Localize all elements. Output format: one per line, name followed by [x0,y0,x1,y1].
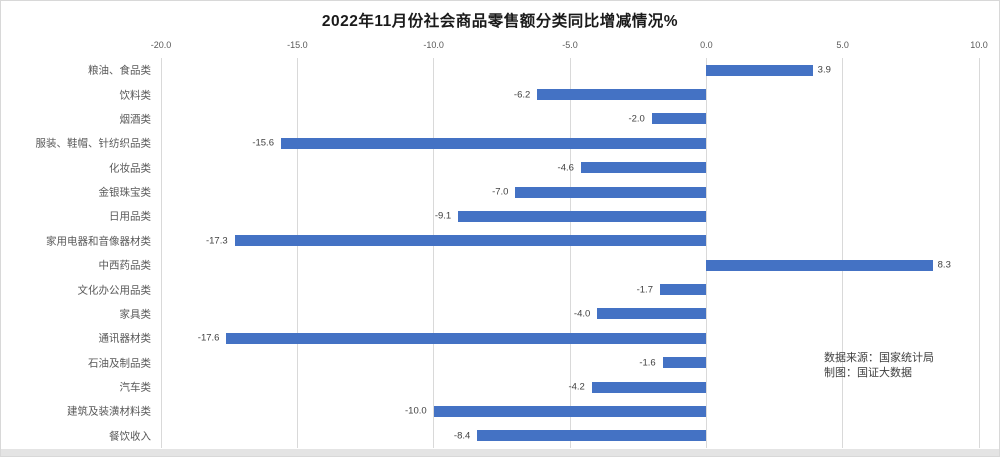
category-label: 中西药品类 [98,259,152,272]
bar-value-label: -4.0 [573,308,591,320]
category-label: 餐饮收入 [109,430,151,443]
category-label: 化妆品类 [109,162,151,175]
gridline [705,58,707,448]
category-label: 金银珠宝类 [98,186,152,199]
bar [580,162,707,174]
category-label: 烟酒类 [119,113,152,126]
bar [280,137,707,149]
category-label: 日用品类 [109,210,151,223]
category-label: 饮料类 [119,89,152,102]
bar-value-label: -4.6 [557,162,574,174]
gridline [842,58,844,448]
bar-value-label: -1.7 [636,284,653,296]
bar-value-label: -4.2 [568,381,585,393]
category-label: 文化办公用品类 [77,284,152,297]
bottom-edge-band [1,449,999,456]
bar-value-label: -2.0 [628,113,645,125]
bar-value-label: -6.2 [513,89,531,101]
bar-value-label: -8.4 [453,430,471,442]
bar [651,113,707,125]
bar [433,405,707,417]
bar [477,430,707,442]
bar-value-label: -17.3 [205,235,228,247]
bar [537,89,707,101]
x-tick-label: -10.0 [423,40,444,50]
chart-title: 2022年11月份社会商品零售额分类同比增减情况% [321,13,679,30]
category-label: 通讯器材类 [98,332,152,345]
x-tick-label: -5.0 [562,40,578,50]
bar-value-label: 8.3 [937,259,951,271]
bar [659,284,707,296]
credit-text: 制图：国证大数据 [824,367,912,379]
bar [597,308,707,320]
x-tick-label: 5.0 [836,40,849,50]
x-tick-label: -15.0 [287,40,308,50]
gridline [160,58,162,448]
bar [662,357,707,369]
category-label: 汽车类 [119,381,152,394]
gridline [433,58,435,448]
bar [226,332,707,344]
data-source-text: 数据来源：国家统计局 [824,352,934,364]
category-label: 家用电器和音像器材类 [46,235,151,248]
category-label: 粮油、食品类 [88,64,151,77]
bar-value-label: -10.0 [405,405,427,417]
bar [515,186,707,198]
bar-value-label: -9.1 [434,210,452,222]
bar [458,210,707,222]
bar-value-label: -17.6 [197,332,220,344]
bar-value-label: -7.0 [492,186,509,198]
gridline [978,58,980,448]
bar [591,381,707,393]
category-label: 服装、鞋帽、针纺织品类 [35,137,152,150]
source-annotation: 数据来源：国家统计局 制图：国证大数据 [824,351,934,381]
x-tick-label: 10.0 [970,40,988,50]
x-tick-label: 0.0 [700,40,713,50]
gridline [569,58,571,448]
category-label: 石油及制品类 [88,357,151,370]
gridline [296,58,298,448]
bar [706,64,813,76]
x-tick-label: -20.0 [150,40,172,50]
category-label: 家具类 [119,308,152,321]
bar [706,259,933,271]
bar [234,235,707,247]
bar-value-label: 3.9 [817,64,831,76]
bar-value-label: -1.6 [639,357,656,369]
bar-value-label: -15.6 [252,137,274,149]
category-label: 建筑及装潢材料类 [67,405,151,418]
